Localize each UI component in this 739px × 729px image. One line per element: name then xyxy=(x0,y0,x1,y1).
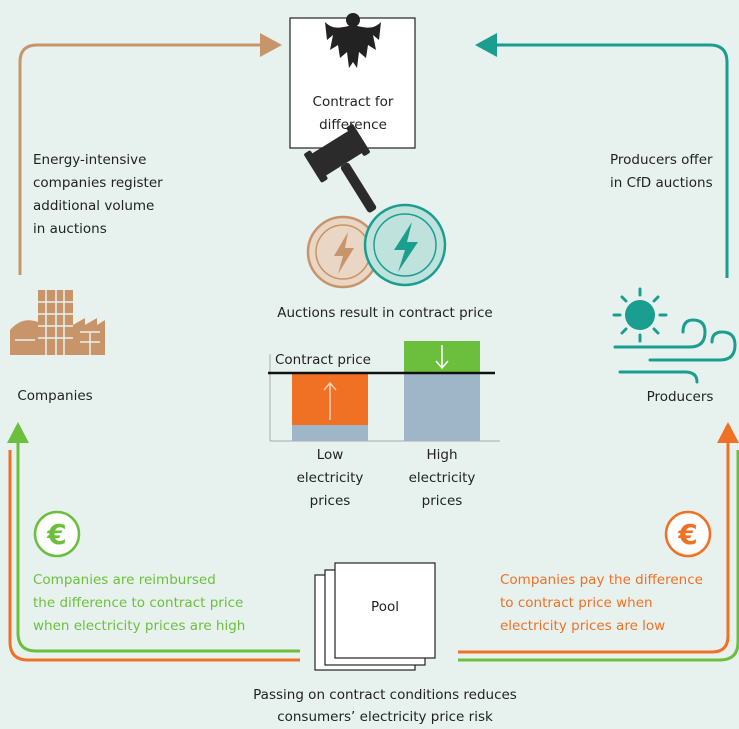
high-price-bar xyxy=(404,373,480,441)
gavel-icon xyxy=(304,124,377,213)
up-arrow xyxy=(323,381,337,420)
teal-arrowhead xyxy=(475,33,497,57)
green-right-line xyxy=(458,450,739,662)
pool-label: Pool xyxy=(371,599,399,615)
green-arrow xyxy=(16,440,300,653)
bottom-note: Passing on contract conditions reduces co… xyxy=(253,687,517,725)
orange-left-line xyxy=(8,450,300,662)
green-euro-symbol: € xyxy=(46,518,66,551)
auction-result: Auctions result in contract price xyxy=(277,305,492,321)
teal-arrow xyxy=(495,43,729,278)
reimbursed-note: Companies are reimbursed the difference t… xyxy=(33,572,245,634)
green-arrowhead xyxy=(7,422,29,443)
high-label: High electricity prices xyxy=(409,447,476,509)
left-note: Energy-intensive companies register additi… xyxy=(33,152,163,237)
tan-arrow xyxy=(18,43,262,275)
orange-arrowhead xyxy=(717,422,739,443)
down-arrow xyxy=(435,345,449,370)
teal-coin-ring xyxy=(373,213,437,277)
companies-label: Companies xyxy=(17,388,92,404)
right-note: Producers offer in CfD auctions xyxy=(610,152,713,191)
green-euro-coin xyxy=(33,510,81,558)
tan-arrowhead xyxy=(260,33,282,57)
orange-arrow xyxy=(458,440,730,654)
tan-bolt xyxy=(334,232,354,274)
orange-euro-coin xyxy=(664,510,712,558)
sun-wind-icon xyxy=(612,287,737,384)
orange-euro-symbol: € xyxy=(677,518,697,551)
eagle-icon xyxy=(325,13,381,68)
low-price-bar xyxy=(292,425,368,441)
factory-icon xyxy=(10,290,105,355)
pool-card-front xyxy=(334,562,436,659)
pay-note: Companies pay the difference to contract … xyxy=(500,572,703,634)
low-label: Low electricity prices xyxy=(297,447,364,509)
contract-price-label: Contract price xyxy=(275,352,371,368)
mini-chart xyxy=(268,341,500,442)
teal-bolt xyxy=(394,222,418,272)
producers-label: Producers xyxy=(647,389,714,405)
